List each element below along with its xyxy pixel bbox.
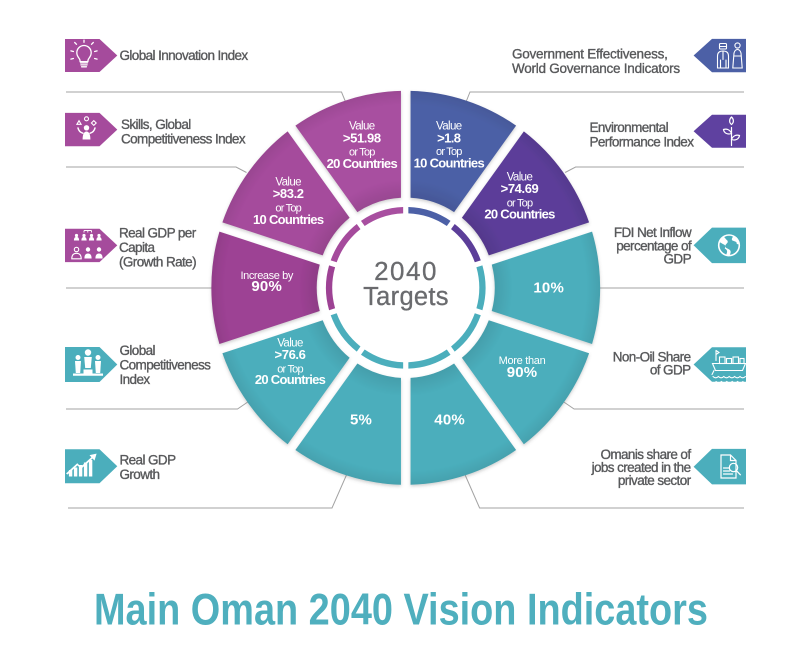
svg-text:Growth: Growth [120,467,160,482]
svg-text:10 Countries: 10 Countries [253,212,324,227]
svg-text:Competitiveness: Competitiveness [120,358,212,373]
svg-text:20 Countries: 20 Countries [327,156,398,171]
svg-text:10 Countries: 10 Countries [414,156,485,171]
svg-text:Non-Oil Share: Non-Oil Share [613,350,691,365]
svg-text:private sector: private sector [618,473,692,488]
svg-text:Government Effectiveness,: Government Effectiveness, [512,47,668,62]
svg-text:90%: 90% [507,364,538,381]
svg-text:Value: Value [277,337,303,349]
svg-text:Competitiveness Index: Competitiveness Index [121,131,246,146]
svg-text:Performance Index: Performance Index [590,134,695,149]
svg-text:10%: 10% [533,280,564,297]
svg-text:>74.69: >74.69 [501,181,539,196]
svg-text:>76.6: >76.6 [275,347,306,362]
svg-text:Main Oman 2040 Vision Indicato: Main Oman 2040 Vision Indicators [94,586,708,635]
svg-text:or Top: or Top [277,364,303,376]
svg-text:Index: Index [120,372,151,387]
svg-text:or Top: or Top [436,146,462,158]
svg-text:Omanis share of: Omanis share of [600,447,691,462]
svg-text:Targets: Targets [363,283,449,311]
svg-text:Real GDP: Real GDP [120,453,177,468]
svg-text:(Growth Rate): (Growth Rate) [119,254,196,269]
svg-text:2040: 2040 [374,256,438,286]
svg-text:GDP: GDP [664,252,692,267]
svg-text:World Governance Indicators: World Governance Indicators [512,61,680,76]
svg-text:percentage of: percentage of [616,238,692,253]
svg-text:Skills, Global: Skills, Global [121,117,191,132]
svg-text:Value: Value [436,120,462,132]
svg-text:or Top: or Top [275,203,301,215]
svg-text:Capita: Capita [119,240,156,255]
svg-text:Global Innovation Index: Global Innovation Index [120,48,249,63]
svg-text:Environmental: Environmental [590,120,669,135]
svg-text:40%: 40% [434,411,465,428]
svg-text:>83.2: >83.2 [273,186,304,201]
svg-text:20 Countries: 20 Countries [484,206,555,221]
svg-text:>51.98: >51.98 [343,131,381,146]
svg-text:More than: More than [499,355,546,367]
svg-text:Value: Value [275,177,301,189]
svg-text:Increase by: Increase by [240,270,293,282]
svg-text:or Top: or Top [507,197,533,209]
svg-text:>1.8: >1.8 [437,131,461,146]
svg-text:Value: Value [507,171,533,183]
svg-text:of GDP: of GDP [650,363,691,378]
svg-text:or Top: or Top [349,147,375,159]
svg-text:Value: Value [349,120,375,132]
svg-text:Global: Global [120,343,156,358]
svg-text:Real GDP per: Real GDP per [119,226,197,241]
svg-text:20 Countries: 20 Countries [255,372,326,387]
svg-text:FDI Net Inflow: FDI Net Inflow [614,225,692,240]
svg-text:90%: 90% [251,278,282,295]
svg-text:5%: 5% [350,411,372,428]
svg-text:jobs created in the: jobs created in the [591,460,691,475]
